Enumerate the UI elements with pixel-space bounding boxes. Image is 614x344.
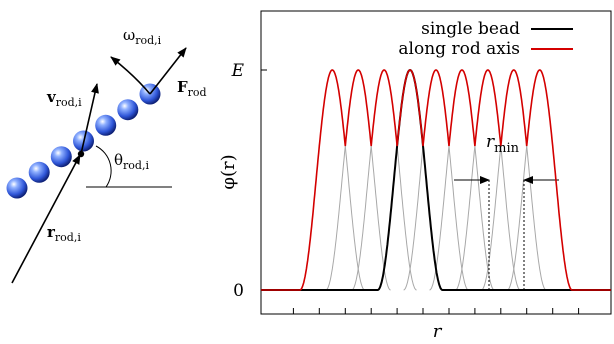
force-vector-arrow [149, 47, 187, 95]
legend-label-along-rod-axis: along rod axis [398, 39, 520, 59]
bead-potential-curve [299, 69, 365, 291]
position-label: rrod,i [47, 223, 81, 244]
rmin-annotation [454, 176, 559, 290]
rod-diagram: vrod,i ωrod,i Frod θrod,i rrod,i [6, 26, 207, 284]
theta-angle-arc [95, 145, 112, 188]
position-vector-arrow [11, 154, 81, 284]
bead [28, 161, 50, 183]
theta-label: θrod,i [114, 151, 149, 172]
potential-plot: rmin E 0 φ(r) r single bead along rod ax… [218, 10, 612, 342]
bead [117, 99, 139, 121]
rmin-label: rmin [486, 132, 520, 156]
velocity-vector-arrow [80, 83, 99, 155]
x-axis-label: r [433, 321, 443, 342]
y-axis-label: φ(r) [218, 154, 239, 189]
series-along-rod-axis [261, 69, 611, 291]
angular-velocity-label: ωrod,i [123, 26, 162, 47]
force-label: Frod [177, 78, 207, 99]
y-tick-label-E: E [231, 61, 245, 81]
bead [50, 146, 72, 168]
x-ticks [292, 308, 580, 314]
bead-potential-curve [325, 69, 391, 291]
legend-label-single-bead: single bead [421, 19, 520, 39]
bead [95, 114, 117, 136]
angular-velocity-arrow [110, 56, 151, 95]
bead-potential-curve [351, 69, 417, 291]
series-single-bead [261, 68, 611, 291]
y-tick-label-zero: 0 [233, 281, 244, 301]
plot-frame [260, 10, 612, 315]
legend: single bead along rod axis [398, 19, 573, 59]
velocity-label: vrod,i [46, 88, 82, 109]
bead [6, 177, 28, 199]
